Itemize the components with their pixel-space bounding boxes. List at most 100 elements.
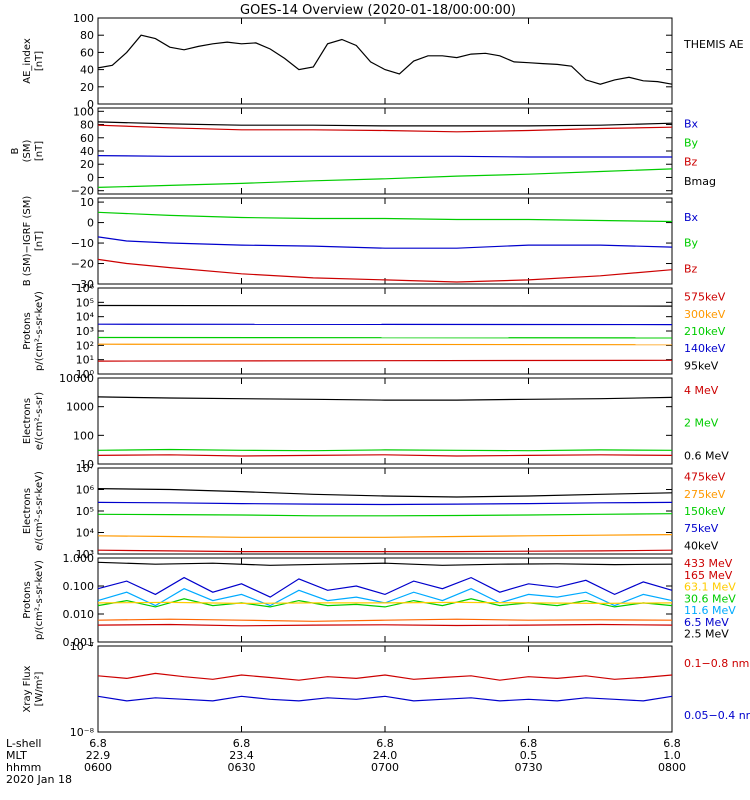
y-tick-label: 0 [87,171,94,184]
series-label: 2 MeV [684,417,719,430]
series-line [97,168,673,188]
axis-tick-value: 6.8 [89,737,107,750]
panel-xray: 10⁻⁸ 10⁻⁷ Xray Flux [W/m²] 0.1−0.8 nm 0.05−0.… [22,640,750,739]
series-line [97,672,673,681]
y-tick-label: 0 [87,217,94,230]
series-label: 140keV [684,342,726,355]
y-tick-label: 10⁵ [76,296,94,309]
series-label: Bx [684,211,699,224]
panel-ae: 0 20 40 60 80 100 AE_index [nT] THEMIS AE [22,12,744,111]
series-line [97,533,673,538]
series-line [97,34,673,85]
y-tick-label: 1.000 [63,552,95,565]
y-tick-label: 10 [80,458,94,471]
series-label: 0.6 MeV [684,449,729,462]
series-line [97,448,673,452]
panel-frame [97,377,673,465]
y-tick-label: 10⁰ [76,368,95,381]
y-tick-label: 10⁴ [76,527,95,540]
series-line [97,236,673,249]
series-label: 2.5 MeV [684,628,729,641]
series-line [97,549,673,553]
y-tick-label: 10⁴ [76,311,95,324]
series-line [97,695,673,702]
y-axis-label: Xray Flux [22,665,33,712]
panel-frame [97,107,673,195]
series-label: 63.1 MeV [684,581,736,594]
series-label: 575keV [684,291,726,304]
series-label: By [684,136,699,149]
series-line [97,576,673,598]
series-label: Bmag [684,175,716,188]
series-label: 475keV [684,471,726,484]
y-tick-label: 10¹ [76,354,94,367]
series-label: 11.6 MeV [684,604,736,617]
series-line [97,488,673,498]
panel-frame [97,645,673,733]
axis-tick-value: 6.8 [233,737,251,750]
axis-tick-value: 6.8 [663,737,681,750]
y-axis-label: Protons [22,312,33,349]
series-label: 0.1−0.8 nm [684,657,749,670]
series-line [97,359,673,362]
series-line [97,396,673,401]
y-tick-label: −20 [71,185,94,198]
y-tick-label: 10⁻⁸ [70,726,95,739]
series-label: 40keV [684,539,719,552]
y-axis-label: AE_index [22,38,33,84]
y-tick-label: 0.001 [63,636,95,649]
chart-title: GOES-14 Overview (2020-01-18/00:00:00) [240,3,516,18]
y-axis-label: B [10,147,21,154]
series-label: 210keV [684,325,726,338]
axis-tick-value: 0630 [228,761,256,774]
y-tick-label: 20 [80,81,94,94]
y-tick-label: −20 [71,258,94,271]
y-axis-label: [nT] [34,141,45,161]
panel-frame [97,467,673,555]
axis-row-label: hhmm [6,761,41,774]
series-line [97,513,673,517]
series-label: Bz [684,263,698,276]
y-tick-label: 10⁶ [76,282,95,295]
y-axis-label: Protons [22,581,33,618]
series-line [97,155,672,158]
series-line [97,623,673,627]
y-tick-label: 0.010 [63,608,95,621]
y-tick-label: 10⁻⁷ [70,640,94,653]
y-tick-label: 0.100 [63,580,95,593]
series-line [97,304,673,307]
y-axis-label: [nT] [34,231,45,251]
y-tick-label: 100 [73,12,94,25]
y-tick-label: 40 [80,64,94,77]
series-line [97,124,673,133]
series-label: 433 MeV [684,557,733,570]
y-tick-label: 10³ [76,548,94,561]
panel-bigrf: −30 −20 −10 0 10 B (SM)−IGRF (SM) [nT] Bx By Bz [22,196,699,291]
y-axis-label: p/(cm²-s-sr-keV) [34,560,45,640]
series-label: 30.6 MeV [684,592,736,605]
axis-tick-value: 0.5 [520,749,538,762]
y-tick-label: 60 [80,132,94,145]
panel-electrons-mev: 10 100 1000 10000 Electrons e/(cm²-s-sr) 4 MeV… [22,372,729,471]
y-tick-label: 10³ [76,325,94,338]
axis-tick-value: 0600 [84,761,112,774]
y-tick-label: −10 [71,237,94,250]
y-tick-label: 10000 [59,372,94,385]
axis-tick-value: 6.8 [376,737,394,750]
panel-protons-mev: 0.001 0.010 0.100 1.000 Protons p/(cm²-s-sr-k… [22,552,736,649]
panel-electrons-kev: 10³ 10⁴ 10⁵ 10⁶ 10⁷ Electrons e/(cm²-s-sr-keV)… [22,462,726,561]
y-axis-label: (SM) [22,140,33,163]
y-tick-label: 60 [80,46,94,59]
axis-row-label: L-shell [6,737,42,750]
y-tick-label: 0 [87,98,94,111]
y-tick-label: 80 [80,29,94,42]
axis-tick-value: 22.9 [86,749,111,762]
axis-tick-value: 1.0 [663,749,681,762]
series-label: 0.05−0.4 nr [684,709,750,722]
series-line [97,258,673,283]
y-axis-label: B (SM)−IGRF (SM) [22,196,33,287]
